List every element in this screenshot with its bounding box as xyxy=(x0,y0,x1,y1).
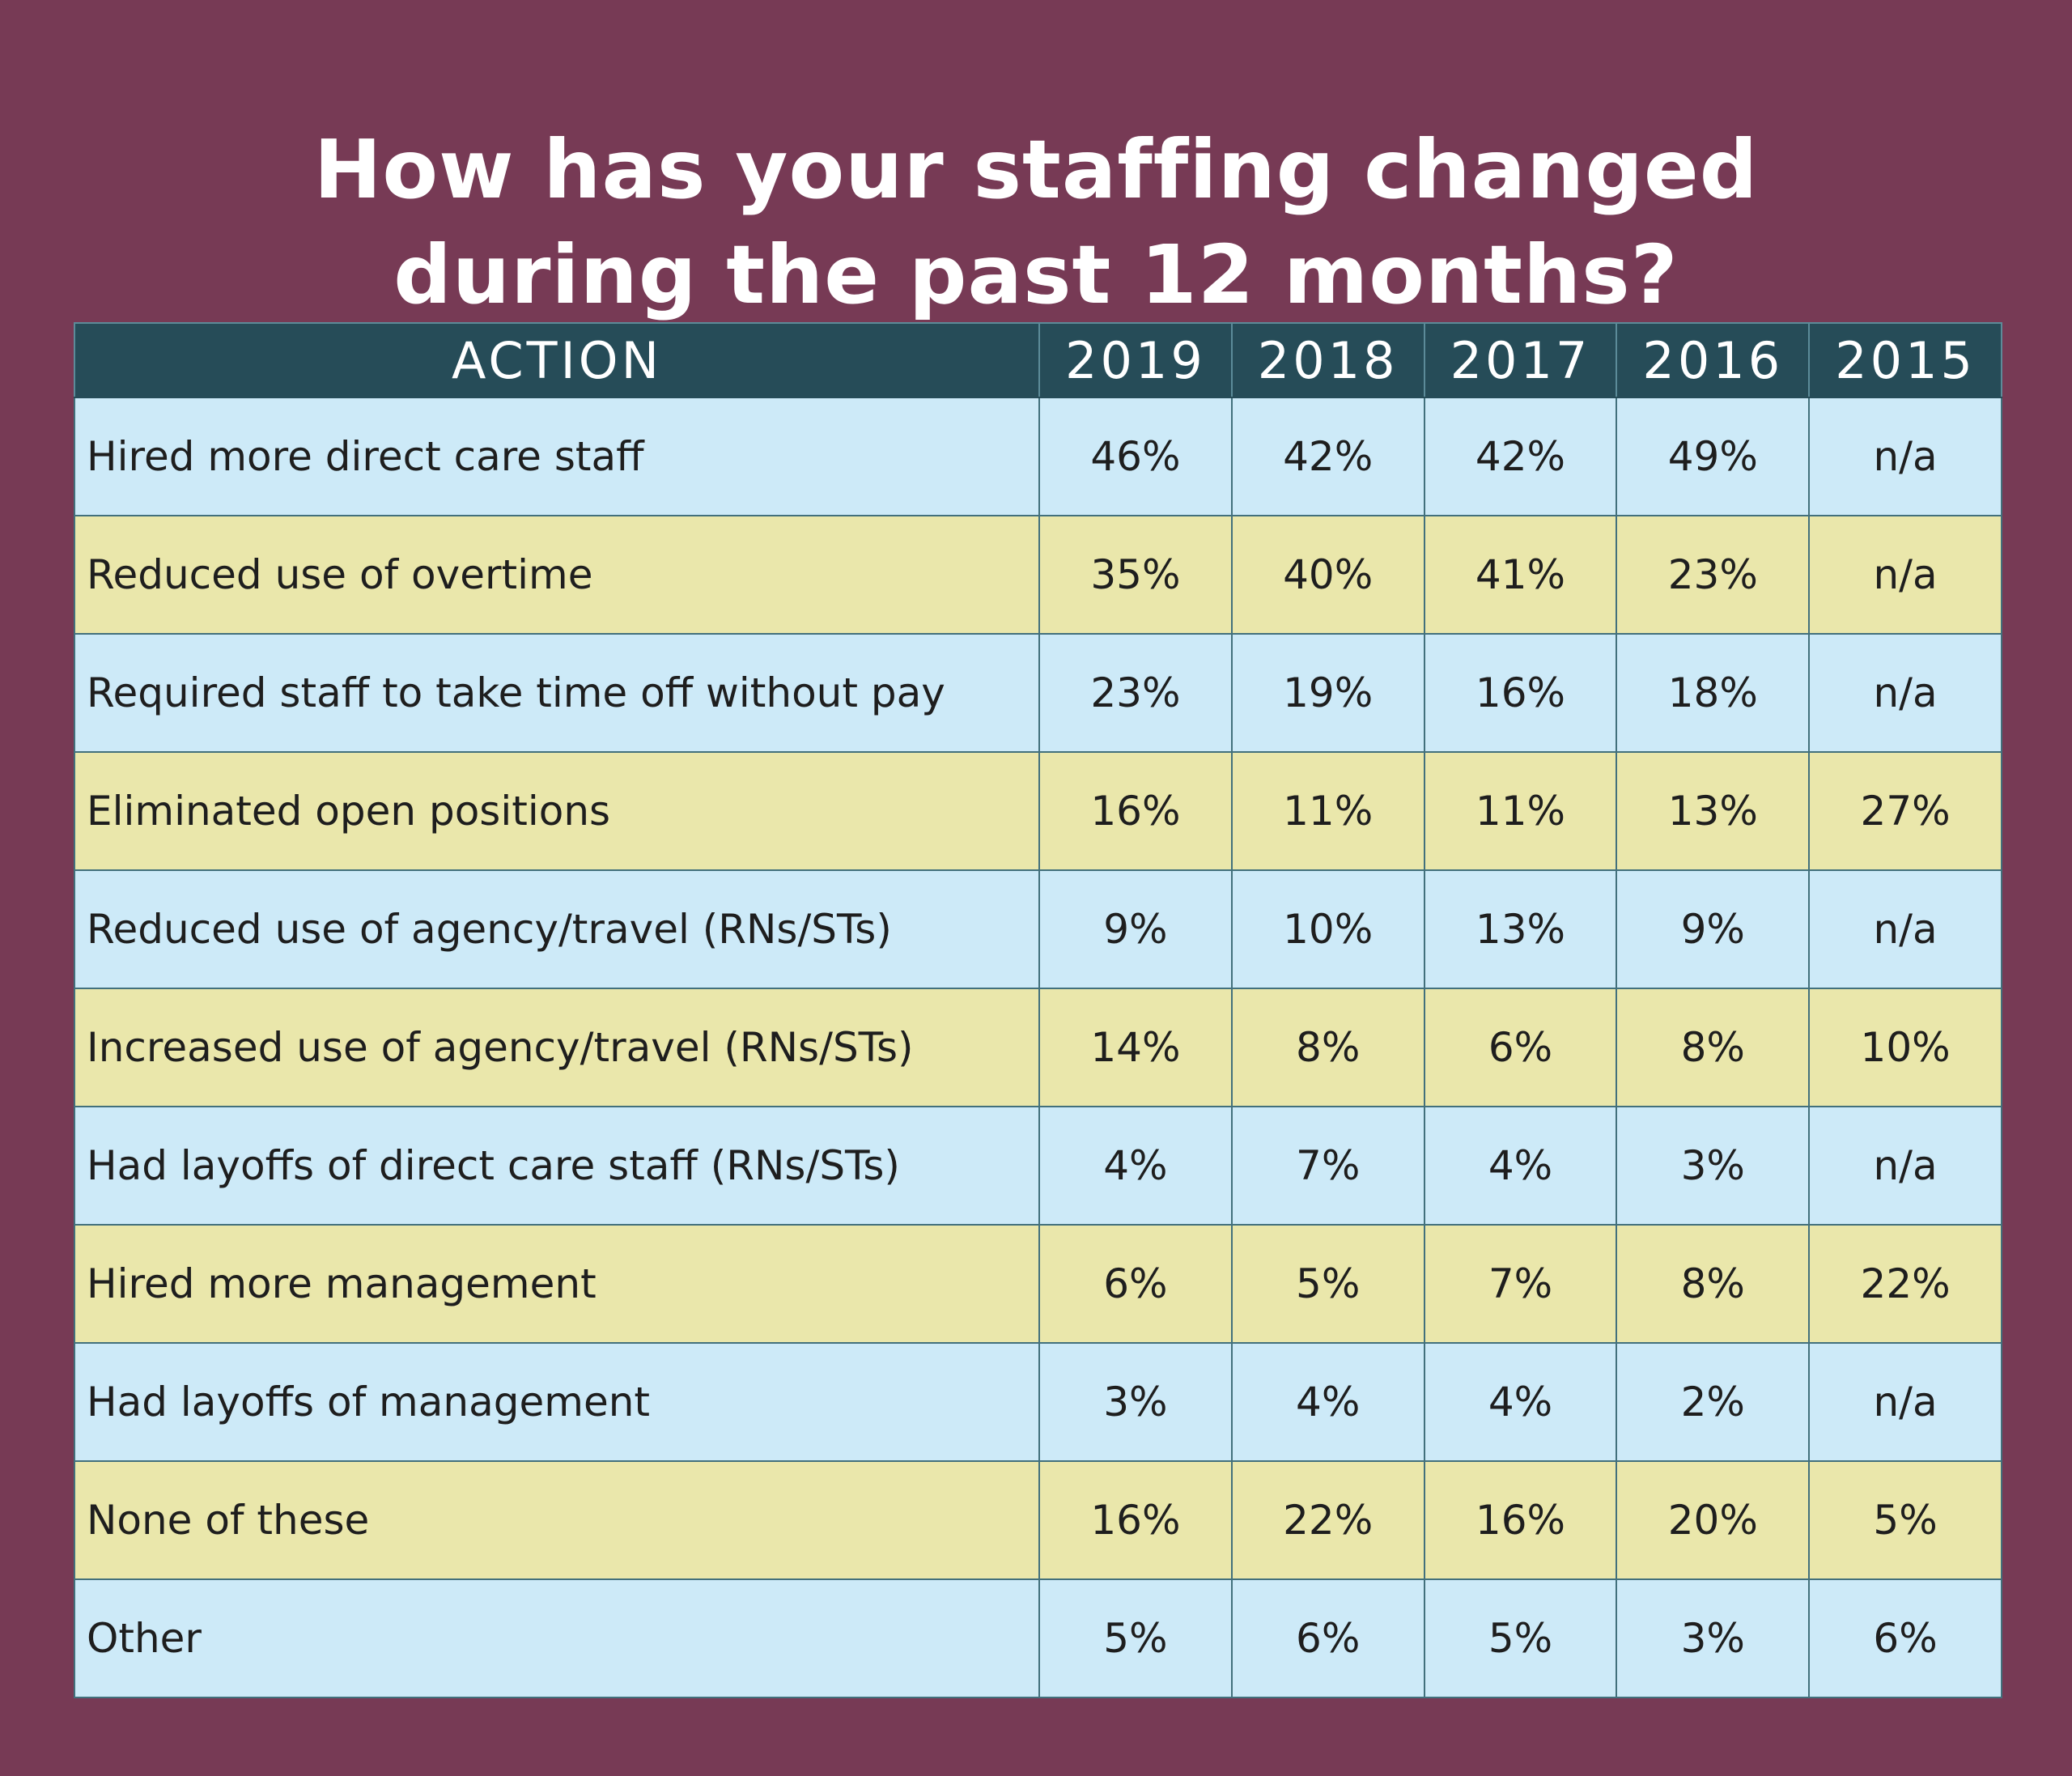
table-row: Increased use of agency/travel (RNs/STs)… xyxy=(74,988,2002,1107)
value-cell: 13% xyxy=(1616,751,1811,871)
column-header-year: 2018 xyxy=(1230,322,1425,398)
value-cell: 10% xyxy=(1230,869,1425,989)
value-cell: 11% xyxy=(1423,751,1618,871)
action-label: Eliminated open positions xyxy=(74,751,1040,871)
chart-title: How has your staffing changed during the… xyxy=(0,117,2072,328)
value-cell: n/a xyxy=(1808,1106,2002,1226)
value-cell: 14% xyxy=(1038,988,1233,1107)
value-cell: 9% xyxy=(1616,869,1811,989)
title-line-1: How has your staffing changed xyxy=(313,122,1759,217)
column-header-year: 2019 xyxy=(1038,322,1233,398)
staffing-table: ACTION 2019 2018 2017 2016 2015 Hired mo… xyxy=(74,322,2002,1698)
value-cell: 9% xyxy=(1038,869,1233,989)
action-label: Increased use of agency/travel (RNs/STs) xyxy=(74,988,1040,1107)
action-label: Reduced use of agency/travel (RNs/STs) xyxy=(74,869,1040,989)
table-row: Had layoffs of direct care staff (RNs/ST… xyxy=(74,1106,2002,1226)
value-cell: 4% xyxy=(1038,1106,1233,1226)
value-cell: 40% xyxy=(1230,515,1425,635)
action-label: Hired more management xyxy=(74,1224,1040,1344)
value-cell: 8% xyxy=(1616,1224,1811,1344)
table-row: Required staff to take time off without … xyxy=(74,633,2002,753)
value-cell: 7% xyxy=(1423,1224,1618,1344)
table-row: Eliminated open positions 16% 11% 11% 13% 27% xyxy=(74,751,2002,871)
value-cell: 46% xyxy=(1038,397,1233,516)
value-cell: 3% xyxy=(1616,1578,1811,1698)
value-cell: n/a xyxy=(1808,1342,2002,1462)
column-header-year: 2016 xyxy=(1616,322,1811,398)
value-cell: n/a xyxy=(1808,633,2002,753)
value-cell: n/a xyxy=(1808,869,2002,989)
action-label: Hired more direct care staff xyxy=(74,397,1040,516)
value-cell: n/a xyxy=(1808,515,2002,635)
value-cell: 42% xyxy=(1423,397,1618,516)
value-cell: 22% xyxy=(1230,1460,1425,1580)
value-cell: 27% xyxy=(1808,751,2002,871)
value-cell: 20% xyxy=(1616,1460,1811,1580)
table-row: None of these 16% 22% 16% 20% 5% xyxy=(74,1460,2002,1580)
value-cell: 11% xyxy=(1230,751,1425,871)
table-row: Had layoffs of management 3% 4% 4% 2% n/a xyxy=(74,1342,2002,1462)
value-cell: 35% xyxy=(1038,515,1233,635)
table-row: Hired more management 6% 5% 7% 8% 22% xyxy=(74,1224,2002,1344)
value-cell: 5% xyxy=(1808,1460,2002,1580)
value-cell: 18% xyxy=(1616,633,1811,753)
action-label: None of these xyxy=(74,1460,1040,1580)
action-label: Had layoffs of management xyxy=(74,1342,1040,1462)
action-label: Other xyxy=(74,1578,1040,1698)
value-cell: 6% xyxy=(1423,988,1618,1107)
table-body: Hired more direct care staff 46% 42% 42% 49%… xyxy=(74,397,2002,1698)
table-row: Reduced use of agency/travel (RNs/STs) 9%… xyxy=(74,869,2002,989)
value-cell: 13% xyxy=(1423,869,1618,989)
action-label: Reduced use of overtime xyxy=(74,515,1040,635)
value-cell: 41% xyxy=(1423,515,1618,635)
value-cell: 10% xyxy=(1808,988,2002,1107)
value-cell: 16% xyxy=(1038,1460,1233,1580)
table-row: Hired more direct care staff 46% 42% 42% 49%… xyxy=(74,397,2002,516)
action-label: Had layoffs of direct care staff (RNs/ST… xyxy=(74,1106,1040,1226)
value-cell: 3% xyxy=(1616,1106,1811,1226)
value-cell: 6% xyxy=(1808,1578,2002,1698)
title-line-2: during the past 12 months? xyxy=(393,227,1679,322)
value-cell: 16% xyxy=(1423,1460,1618,1580)
value-cell: 4% xyxy=(1230,1342,1425,1462)
value-cell: 6% xyxy=(1038,1224,1233,1344)
table-row: Reduced use of overtime 35% 40% 41% 23% n/a xyxy=(74,515,2002,635)
column-header-year: 2015 xyxy=(1808,322,2002,398)
column-header-year: 2017 xyxy=(1423,322,1618,398)
value-cell: 23% xyxy=(1616,515,1811,635)
value-cell: 2% xyxy=(1616,1342,1811,1462)
value-cell: 16% xyxy=(1423,633,1618,753)
value-cell: 19% xyxy=(1230,633,1425,753)
value-cell: 42% xyxy=(1230,397,1425,516)
value-cell: 5% xyxy=(1230,1224,1425,1344)
value-cell: 3% xyxy=(1038,1342,1233,1462)
value-cell: 4% xyxy=(1423,1106,1618,1226)
value-cell: 8% xyxy=(1230,988,1425,1107)
value-cell: 16% xyxy=(1038,751,1233,871)
value-cell: 5% xyxy=(1423,1578,1618,1698)
value-cell: 49% xyxy=(1616,397,1811,516)
value-cell: n/a xyxy=(1808,397,2002,516)
value-cell: 6% xyxy=(1230,1578,1425,1698)
value-cell: 4% xyxy=(1423,1342,1618,1462)
value-cell: 22% xyxy=(1808,1224,2002,1344)
header-row: ACTION 2019 2018 2017 2016 2015 xyxy=(74,322,2002,398)
column-header-action: ACTION xyxy=(74,322,1040,398)
value-cell: 23% xyxy=(1038,633,1233,753)
table-row: Other 5% 6% 5% 3% 6% xyxy=(74,1578,2002,1698)
action-label: Required staff to take time off without … xyxy=(74,633,1040,753)
value-cell: 8% xyxy=(1616,988,1811,1107)
value-cell: 7% xyxy=(1230,1106,1425,1226)
value-cell: 5% xyxy=(1038,1578,1233,1698)
